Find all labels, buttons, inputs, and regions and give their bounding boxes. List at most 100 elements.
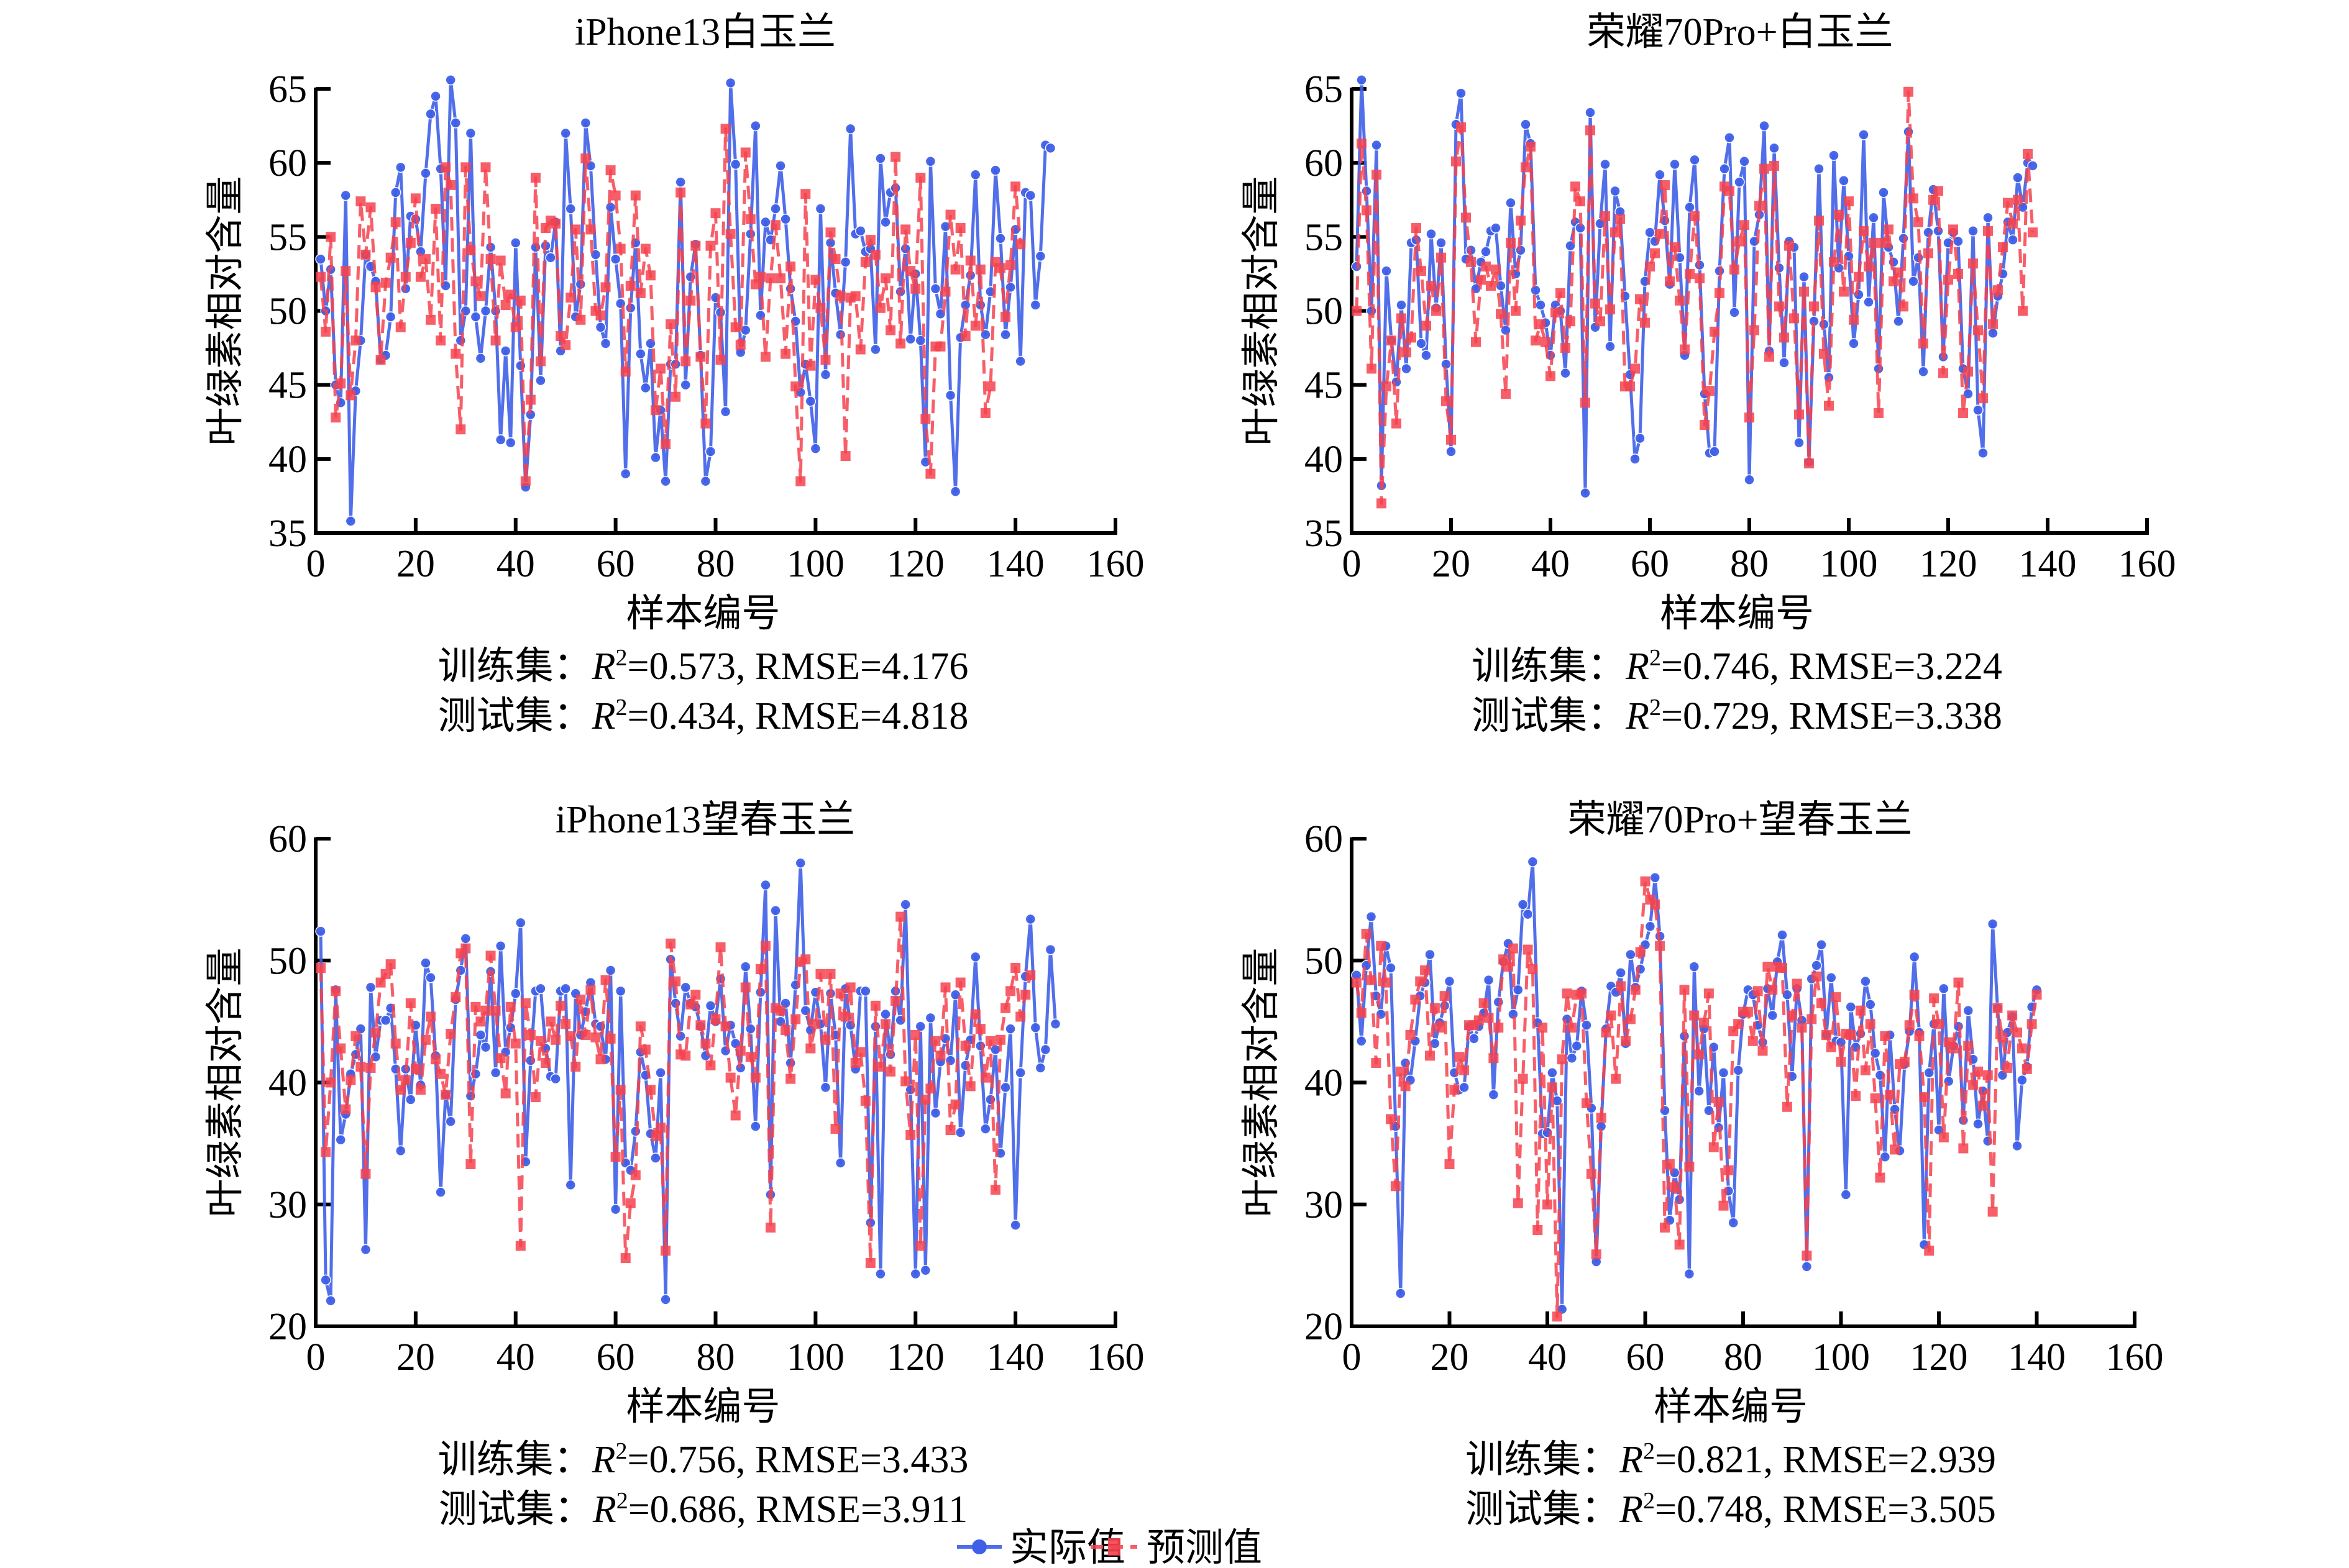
predicted-point	[1885, 1090, 1895, 1100]
actual-point	[1030, 1022, 1042, 1033]
y-tick-label: 40	[1304, 439, 1343, 481]
predicted-point	[1923, 248, 1933, 258]
y-tick-label: 40	[268, 1062, 307, 1105]
actual-point	[1401, 363, 1412, 375]
predicted-point	[600, 975, 611, 985]
predicted-point	[1777, 963, 1787, 973]
predicted-point	[755, 271, 766, 282]
actual-point	[1719, 163, 1730, 175]
legend-predicted-marker	[1108, 1538, 1120, 1556]
predicted-point	[1797, 1023, 1807, 1033]
predicted-point	[1723, 1165, 1734, 1175]
actual-point	[680, 379, 691, 391]
predicted-point	[1764, 352, 1774, 362]
actual-point	[1816, 939, 1827, 950]
actual-point	[1729, 307, 1740, 318]
predicted-point	[1784, 240, 1794, 251]
actual-point	[1669, 158, 1680, 170]
predicted-point	[2023, 148, 2033, 159]
actual-point	[1005, 281, 1016, 293]
actual-point	[1962, 388, 1974, 399]
actual-series-line	[319, 78, 1051, 523]
actual-point	[1015, 1067, 1026, 1078]
predicted-point	[1869, 237, 1879, 248]
predicted-point	[505, 1001, 516, 1012]
predicted-point	[1988, 319, 1998, 329]
x-tick-label: 20	[1431, 1336, 1469, 1379]
actual-point	[1728, 1217, 1739, 1228]
actual-point	[1801, 1261, 1813, 1272]
actual-point	[1490, 222, 1501, 234]
x-tick-label: 20	[1432, 543, 1470, 585]
actual-point	[1571, 1040, 1582, 1052]
y-tick-label: 50	[268, 940, 307, 982]
predicted-point	[326, 1077, 336, 1088]
actual-point	[505, 437, 516, 449]
predicted-point	[1684, 1161, 1695, 1172]
predicted-point	[1846, 1029, 1856, 1040]
predicted-point	[1357, 139, 1367, 149]
predicted-point	[1421, 321, 1431, 331]
predicted-point	[925, 468, 936, 479]
predicted-point	[1020, 990, 1031, 1000]
actual-point	[2027, 160, 2038, 171]
actual-point	[815, 203, 826, 214]
predicted-point	[1685, 268, 1695, 279]
predicted-point	[2013, 194, 2023, 205]
actual-point	[1610, 185, 1621, 197]
actual-point	[1693, 1085, 1705, 1096]
predicted-point	[640, 1044, 651, 1055]
x-tick-label: 140	[2008, 1336, 2066, 1379]
predicted-point	[360, 1169, 371, 1179]
predicted-point	[1577, 988, 1587, 999]
predicted-point	[705, 240, 716, 251]
actual-point	[1010, 1219, 1021, 1231]
predicted-point	[370, 282, 381, 293]
predicted-point	[2003, 198, 2013, 208]
actual-point	[1982, 212, 1994, 224]
predicted-point	[1680, 344, 1690, 355]
actual-point	[900, 899, 911, 910]
actual-point	[1045, 142, 1056, 154]
predicted-point	[700, 1038, 711, 1049]
predicted-point	[426, 314, 436, 325]
predicted-point	[671, 976, 681, 987]
predicted-point	[495, 1053, 506, 1064]
predicted-point	[675, 187, 686, 198]
predicted-point	[385, 959, 396, 970]
actual-point	[420, 168, 431, 179]
predicted-point	[431, 204, 441, 214]
actual-point	[345, 516, 357, 527]
actual-point	[945, 390, 956, 401]
actual-point	[1500, 324, 1511, 336]
predicted-point	[690, 240, 701, 251]
predicted-point	[400, 1075, 411, 1085]
predicted-point	[1839, 286, 1849, 297]
predicted-point	[1752, 986, 1763, 996]
y-tick-label: 35	[1304, 513, 1343, 555]
y-tick-label: 60	[1304, 818, 1343, 860]
predicted-point	[1679, 985, 1690, 995]
x-tick-label: 0	[306, 1336, 326, 1379]
y-tick-label: 20	[1304, 1306, 1343, 1348]
predicted-point	[1968, 1080, 1979, 1090]
predicted-point	[510, 322, 521, 332]
predicted-point	[415, 271, 426, 282]
actual-point	[1972, 404, 1984, 416]
actual-point	[980, 329, 991, 340]
predicted-point	[1806, 1014, 1817, 1024]
predicted-point	[781, 349, 791, 359]
predicted-point	[765, 273, 776, 284]
predicted-point	[556, 331, 566, 342]
predicted-point	[970, 1009, 981, 1019]
predicted-point	[781, 1025, 791, 1036]
predicted-point	[500, 1088, 511, 1099]
predicted-point	[1557, 1054, 1567, 1065]
predicted-point	[1724, 186, 1734, 196]
predicted-point	[895, 911, 906, 922]
predicted-point	[585, 224, 596, 235]
predicted-point	[1893, 267, 1903, 278]
actual-point	[1625, 949, 1636, 960]
predicted-point	[830, 1124, 841, 1134]
